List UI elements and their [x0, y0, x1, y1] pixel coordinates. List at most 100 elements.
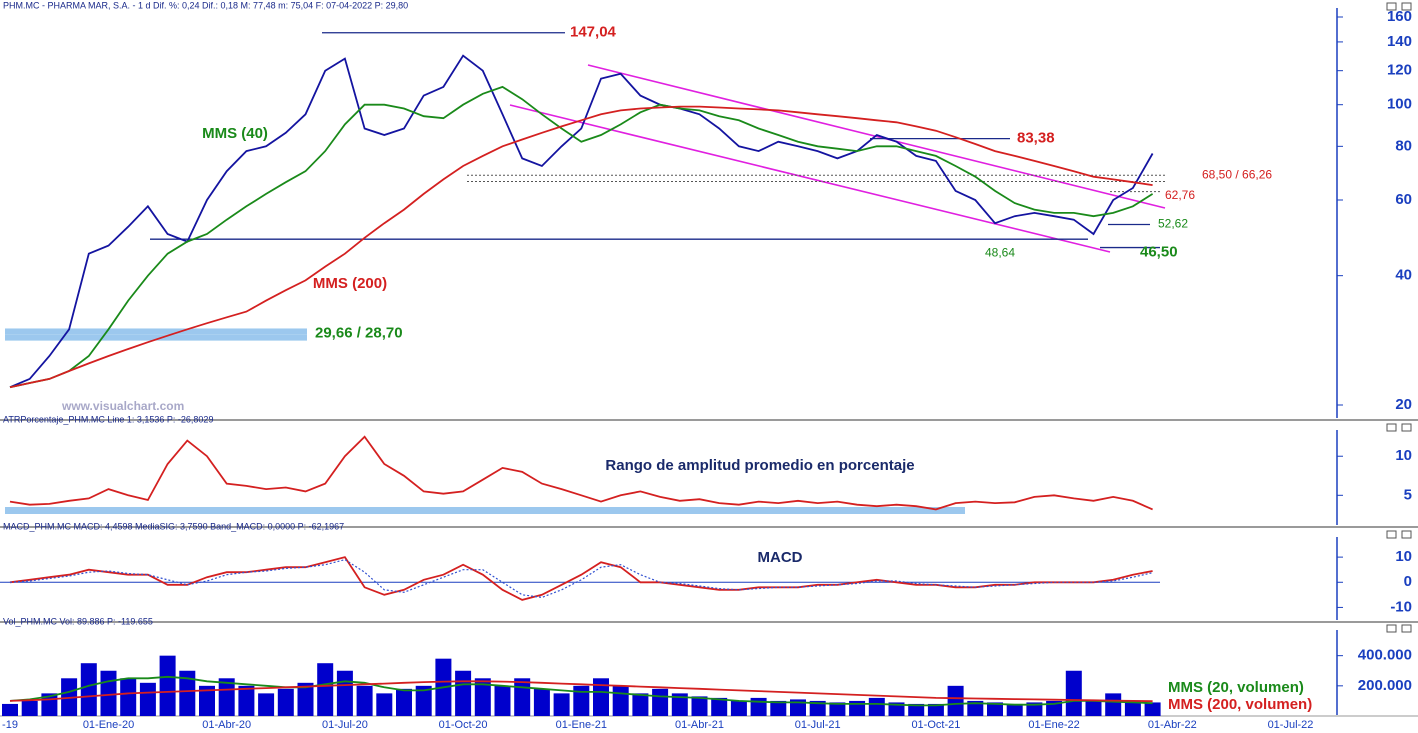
- volume-bar: [356, 685, 373, 716]
- y-tick-label: 60: [1395, 191, 1412, 208]
- volume-bar: [1105, 693, 1122, 716]
- y-tick-label: 120: [1387, 62, 1412, 79]
- level-label: 147,04: [570, 24, 617, 41]
- volume-bar: [277, 688, 294, 716]
- x-tick-label: 01-Oct-21: [911, 719, 960, 731]
- series-name: MMS (200): [313, 275, 387, 292]
- x-tick-label: 01-Abr-22: [1148, 719, 1197, 731]
- atr-band: [5, 507, 965, 514]
- y-tick-label: 80: [1395, 137, 1412, 154]
- volume-bar: [927, 703, 944, 716]
- series-name: MMS (20, volumen): [1168, 679, 1304, 696]
- window-icons[interactable]: [1386, 2, 1412, 633]
- volume-bar: [238, 685, 255, 716]
- y-tick-label: 5: [1404, 486, 1412, 503]
- pane-header: PHM.MC - PHARMA MAR, S.A. - 1 d Dif. %: …: [3, 0, 408, 10]
- y-tick-label: 160: [1387, 8, 1412, 25]
- volume-bar: [120, 678, 137, 716]
- volume-bar: [100, 670, 117, 716]
- x-tick-label: 01-Oct-20: [439, 719, 488, 731]
- level-label: 29,66 / 28,70: [315, 324, 403, 341]
- volume-bar: [1065, 670, 1082, 716]
- volume-bar: [1144, 702, 1161, 716]
- series-line: [9, 556, 1153, 601]
- volume-bar: [809, 700, 826, 716]
- volume-bar: [159, 655, 176, 716]
- volume-bar: [376, 693, 393, 716]
- pane-header: ATRPorcentaje_PHM.MC Line 1: 3,1536 P: -…: [3, 414, 213, 424]
- volume-bar: [829, 702, 846, 716]
- x-tick-label: 01-Ene-20: [83, 719, 134, 731]
- watermark: www.visualchart.com: [61, 399, 184, 413]
- volume-bar: [317, 663, 334, 716]
- series-line: [9, 85, 1154, 389]
- volume-bar: [947, 685, 964, 716]
- volume-bar: [573, 685, 590, 716]
- x-tick-label: 01-Abr-20: [202, 719, 251, 731]
- volume-bar: [21, 700, 38, 716]
- volume-bar: [474, 678, 491, 716]
- x-tick-label: 01-Jul-21: [795, 719, 841, 731]
- y-tick-label: 20: [1395, 396, 1412, 413]
- volume-bar: [139, 682, 156, 716]
- volume-bar: [80, 663, 97, 716]
- x-tick-label: 01-Jul-22: [1268, 719, 1314, 731]
- x-tick-label: 01-Ene-21: [556, 719, 607, 731]
- level-label: 68,50 / 66,26: [1202, 167, 1272, 181]
- x-tick-label: -19: [2, 719, 18, 731]
- level-band: [5, 328, 307, 335]
- volume-bar: [671, 693, 688, 716]
- series-line: [9, 105, 1153, 389]
- volume-bar: [652, 688, 669, 716]
- level-label: 83,38: [1017, 130, 1055, 147]
- series-line: [9, 680, 1153, 703]
- volume-bar: [533, 688, 550, 716]
- volume-bar: [2, 703, 18, 716]
- volume-bar: [415, 685, 432, 716]
- volume-bar: [494, 685, 511, 716]
- volume-bar: [297, 682, 314, 716]
- y-tick-label: 10: [1395, 548, 1412, 565]
- level-label: 62,76: [1165, 188, 1195, 202]
- volume-bar: [711, 697, 728, 716]
- volume-bar: [770, 700, 787, 716]
- volume-bar: [632, 693, 649, 716]
- volume-bar: [1124, 700, 1141, 716]
- volume-bar: [790, 699, 806, 716]
- volume-bar: [514, 678, 531, 716]
- series-line: [9, 558, 1153, 599]
- volume-bar: [1085, 700, 1102, 716]
- series-line: [9, 54, 1154, 389]
- volume-bar: [455, 670, 472, 716]
- volume-bar: [691, 696, 708, 716]
- volume-bar: [967, 700, 984, 716]
- volume-bar: [868, 697, 885, 716]
- pane-title: MACD: [758, 549, 803, 566]
- series-line: [9, 675, 1153, 707]
- volume-bar: [218, 678, 235, 716]
- y-tick-label: 100: [1387, 96, 1412, 113]
- volume-bar: [593, 678, 609, 716]
- volume-bar: [1006, 703, 1023, 716]
- pane-title: Rango de amplitud promedio en porcentaje: [605, 457, 914, 474]
- volume-bar: [908, 703, 925, 716]
- x-tick-label: 01-Ene-22: [1028, 719, 1079, 731]
- y-tick-label: 200.000: [1358, 677, 1412, 694]
- volume-bar: [336, 670, 353, 716]
- x-tick-label: 01-Jul-20: [322, 719, 368, 731]
- volume-bar: [888, 702, 905, 716]
- series-name: MMS (200, volumen): [1168, 696, 1312, 713]
- volume-bar: [1026, 702, 1043, 716]
- volume-bar: [553, 693, 570, 716]
- volume-bar: [179, 670, 196, 716]
- level-label: 46,50: [1140, 244, 1178, 261]
- level-band: [5, 334, 307, 341]
- volume-bar: [987, 702, 1003, 716]
- level-label: 48,64: [985, 245, 1015, 259]
- series-line: [9, 435, 1153, 511]
- volume-bar: [199, 685, 215, 716]
- pane-frames: [0, 419, 1418, 717]
- x-tick-label: 01-Abr-21: [675, 719, 724, 731]
